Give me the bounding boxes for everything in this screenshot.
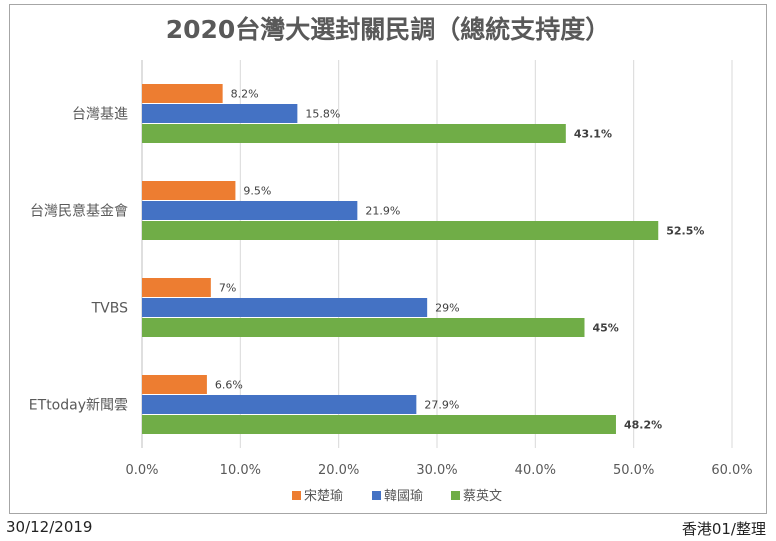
bar-0-2	[142, 278, 211, 297]
bar-1-0	[142, 104, 298, 123]
data-label: 45%	[593, 322, 619, 335]
data-label: 29%	[435, 302, 459, 315]
data-label: 52.5%	[666, 225, 704, 238]
bar-1-3	[142, 395, 417, 414]
legend-swatch	[451, 491, 460, 500]
bar-2-3	[142, 415, 616, 434]
legend-swatch	[372, 491, 381, 500]
data-label: 8.2%	[231, 88, 259, 101]
category-label: 台灣基進	[72, 106, 128, 123]
x-tick-label: 20.0%	[318, 463, 359, 478]
data-label: 6.6%	[215, 379, 243, 392]
bar-0-1	[142, 181, 236, 200]
data-labels: 8.2% 15.8% 43.1% 9.5% 21.9% 52.5% 7% 29% 45% 6.6%…	[215, 88, 705, 432]
bar-2-1	[142, 221, 659, 240]
bar-1-2	[142, 298, 428, 317]
category-label: TVBS	[91, 301, 128, 317]
data-label: 15.8%	[305, 108, 340, 121]
x-tick-label: 60.0%	[711, 463, 752, 478]
x-tick-label: 0.0%	[125, 463, 158, 478]
data-label: 27.9%	[424, 399, 459, 412]
x-tick-labels: 0.0% 10.0% 20.0% 30.0% 40.0% 50.0% 60.0%	[125, 463, 752, 478]
category-label: 台灣民意基金會	[30, 203, 128, 220]
data-label: 48.2%	[624, 419, 662, 432]
category-label: ETtoday新聞雲	[29, 398, 128, 414]
chart-title: 2020台灣大選封關民調（總統支持度）	[165, 15, 611, 44]
x-tick-label: 30.0%	[416, 463, 457, 478]
data-label: 21.9%	[365, 205, 400, 218]
bar-2-2	[142, 318, 585, 337]
bar-0-0	[142, 84, 223, 103]
footer-date: 30/12/2019	[6, 518, 93, 536]
x-tick-label: 10.0%	[220, 463, 261, 478]
legend-label: 宋楚瑜	[304, 489, 343, 504]
data-label: 9.5%	[243, 185, 271, 198]
bar-2-0	[142, 124, 566, 143]
footer-source: 香港01/整理	[681, 520, 766, 538]
x-tick-label: 50.0%	[613, 463, 654, 478]
bars	[142, 84, 659, 434]
data-label: 7%	[219, 282, 236, 295]
legend-label: 韓國瑜	[384, 489, 423, 504]
legend-label: 蔡英文	[463, 489, 502, 504]
bar-0-3	[142, 375, 207, 394]
bar-1-1	[142, 201, 358, 220]
legend-swatch	[292, 491, 301, 500]
legend: 宋楚瑜 韓國瑜 蔡英文	[292, 489, 502, 504]
data-label: 43.1%	[574, 128, 612, 141]
x-tick-label: 40.0%	[515, 463, 556, 478]
